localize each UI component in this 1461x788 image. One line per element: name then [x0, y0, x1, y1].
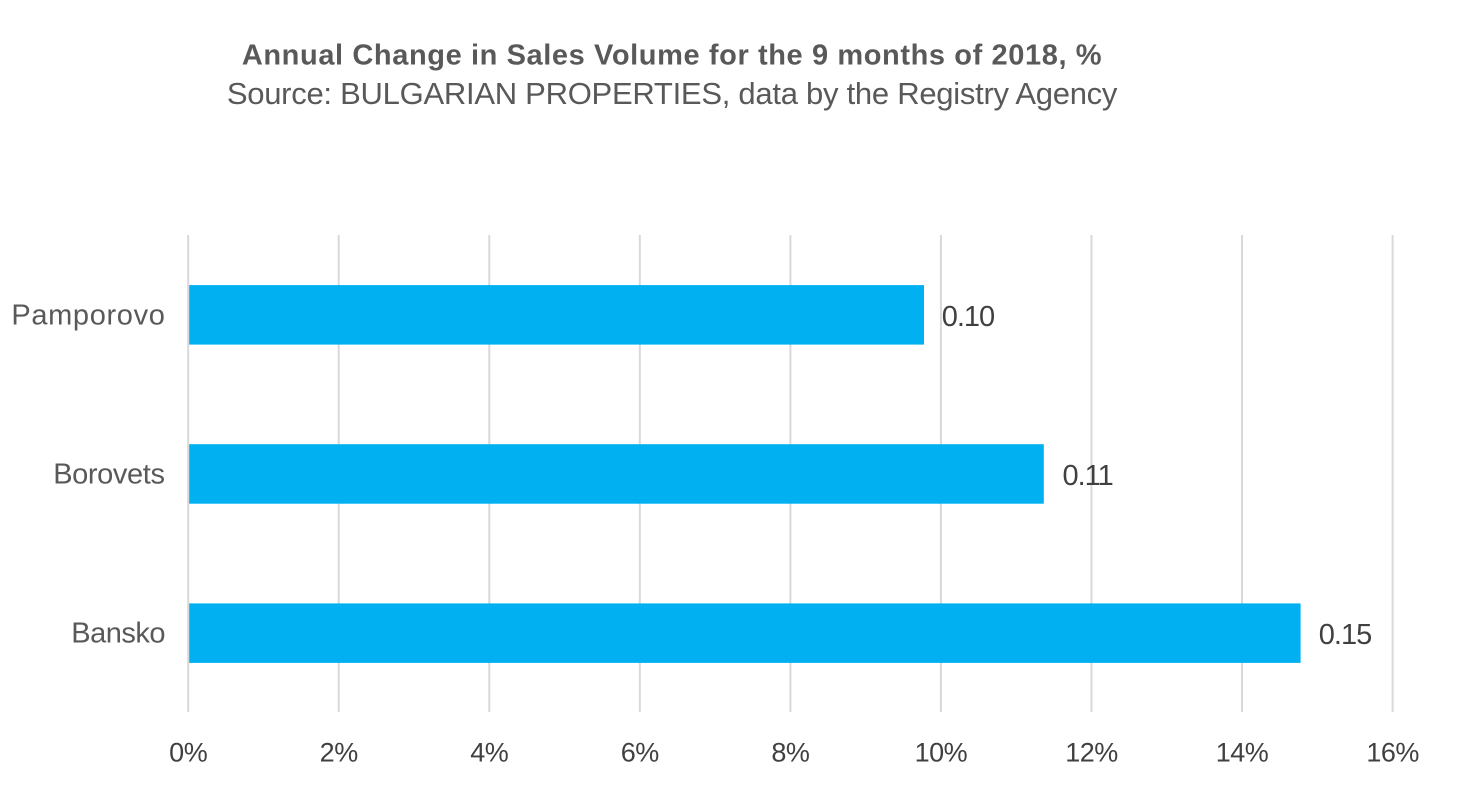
svg-text:6%: 6% — [621, 738, 660, 768]
svg-text:Borovets: Borovets — [53, 459, 164, 491]
svg-text:0%: 0% — [169, 738, 208, 768]
svg-text:2%: 2% — [320, 738, 359, 768]
svg-text:14%: 14% — [1216, 738, 1269, 768]
svg-text:16%: 16% — [1366, 738, 1419, 768]
svg-text:0.15: 0.15 — [1319, 619, 1371, 651]
svg-text:Bansko: Bansko — [71, 618, 165, 650]
svg-text:8%: 8% — [771, 738, 810, 768]
svg-text:Source: BULGARIAN PROPERTIES,: Source: BULGARIAN PROPERTIES, data by th… — [227, 76, 1118, 111]
svg-text:12%: 12% — [1065, 738, 1118, 768]
svg-text:Annual Change in Sales Volume: Annual Change in Sales Volume for the 9 … — [242, 40, 1102, 72]
svg-text:10%: 10% — [915, 738, 968, 768]
svg-text:0.11: 0.11 — [1063, 460, 1113, 492]
svg-text:4%: 4% — [470, 738, 509, 768]
svg-text:0.10: 0.10 — [942, 301, 994, 333]
svg-text:Pamporovo: Pamporovo — [11, 300, 165, 332]
